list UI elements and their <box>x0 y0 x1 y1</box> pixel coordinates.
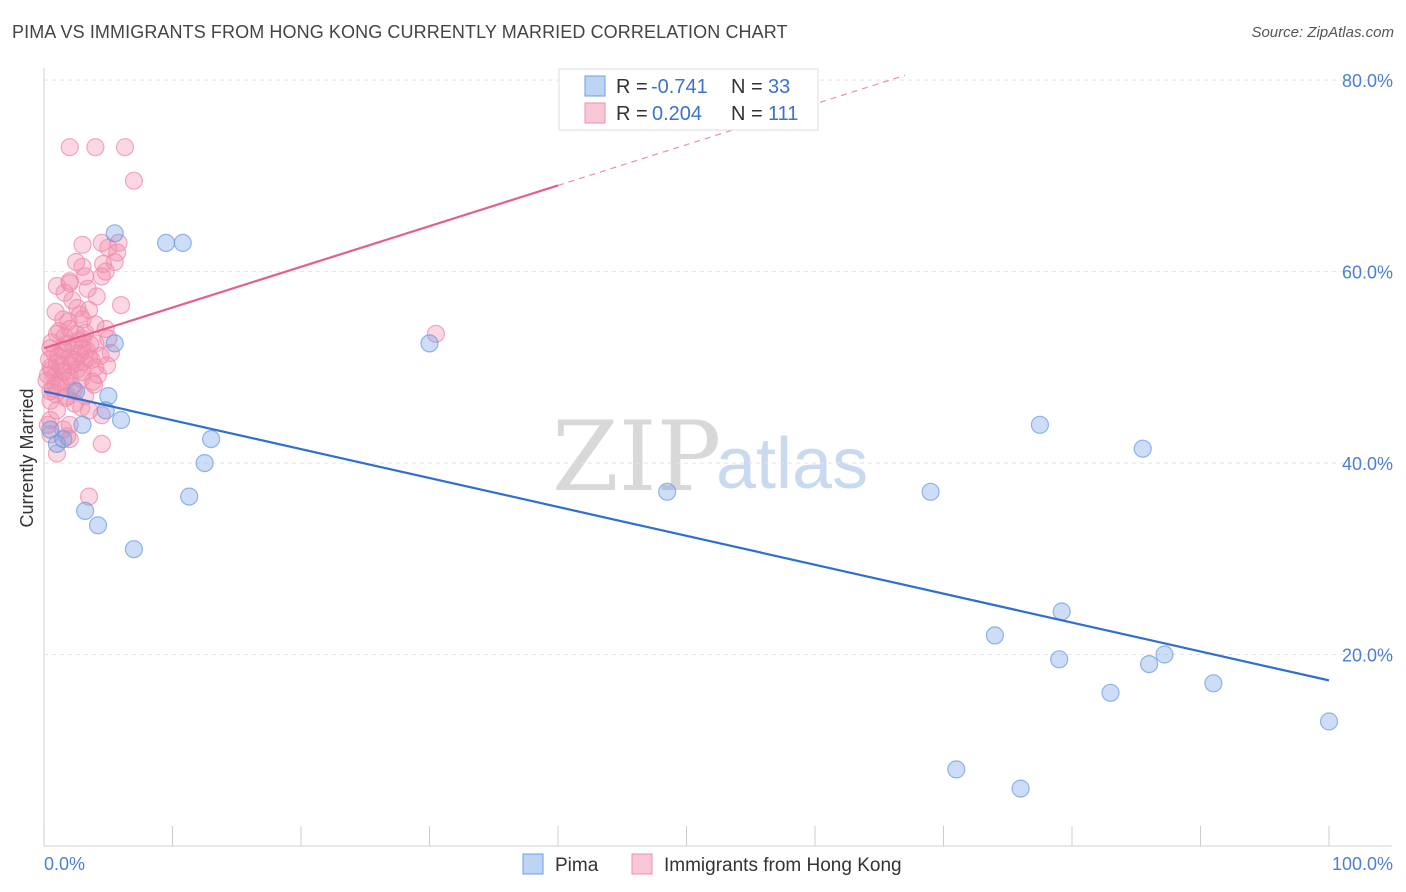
pima-point-4 <box>75 501 95 520</box>
hk-point-62 <box>109 233 128 252</box>
hk-point-95 <box>46 302 65 321</box>
hk-n-value: 111 <box>768 103 798 125</box>
pima-point-21 <box>985 626 1005 645</box>
stats-legend: R = -0.741 N = 33 R = 0.204 N = 111 <box>558 68 819 131</box>
x-tick-label-max: 100.0% <box>1332 854 1393 874</box>
pima-point-15 <box>195 454 214 473</box>
hk-r-value: 0.204 <box>652 103 702 125</box>
hk-point-78 <box>84 375 104 394</box>
pima-point-7 <box>99 387 118 406</box>
hk-point-104 <box>42 360 61 379</box>
hk-trend-line <box>43 184 559 350</box>
hk-point-98 <box>38 415 58 434</box>
pima-point-13 <box>173 233 192 252</box>
pima-point-18 <box>658 482 677 501</box>
source-credit: Source: ZipAtlas.com <box>1251 24 1394 41</box>
pima-r-value: -0.741 <box>651 76 708 98</box>
pima-point-10 <box>111 410 131 430</box>
hk-point-1 <box>86 138 105 157</box>
pima-point-29 <box>1155 645 1174 664</box>
hk-point-84 <box>74 352 93 371</box>
hk-point-94 <box>60 274 79 293</box>
hk-point-60 <box>79 487 99 506</box>
pima-point-26 <box>1101 683 1120 702</box>
hk-point-3 <box>124 171 143 190</box>
pima-r-label: R = <box>616 76 648 98</box>
pima-n-value: 33 <box>768 76 790 98</box>
chart-title: PIMA VS IMMIGRANTS FROM HONG KONG CURREN… <box>12 22 788 42</box>
hk-series-label: Immigrants from Hong Kong <box>664 855 902 876</box>
hk-point-102 <box>108 243 127 262</box>
pima-point-32 <box>47 434 67 453</box>
pima-point-17 <box>420 334 439 353</box>
watermark-atlas: atlas <box>716 424 868 504</box>
hk-point-107 <box>65 350 84 369</box>
pima-trend-line <box>43 390 1330 682</box>
hk-r-label: R = <box>616 103 648 125</box>
x-tick-label-min: 0.0% <box>44 854 85 874</box>
y-tick-label-20: 20.0% <box>1342 646 1393 666</box>
hk-point-88 <box>37 371 56 390</box>
pima-point-25 <box>1052 602 1071 621</box>
y-axis-tick-labels: 20.0% 40.0% 60.0% 80.0% <box>1342 71 1393 665</box>
pima-point-31 <box>1319 712 1339 731</box>
x-axis-ticks <box>43 826 1330 846</box>
y-axis-label: Currently Married <box>17 388 37 527</box>
hk-point-93 <box>78 279 97 298</box>
pima-point-28 <box>1139 654 1159 674</box>
hk-point-50 <box>47 401 67 420</box>
pima-point-5 <box>88 516 108 535</box>
hk-point-90 <box>50 321 69 341</box>
pima-point-2 <box>66 382 86 401</box>
pima-point-22 <box>1011 779 1030 798</box>
pima-point-11 <box>124 540 143 559</box>
pima-n-label: N = <box>731 76 763 98</box>
hk-point-0 <box>60 138 79 157</box>
y-tick-label-60: 60.0% <box>1342 263 1393 283</box>
pima-legend-swatch <box>584 75 606 97</box>
hk-point-15 <box>111 296 131 315</box>
y-tick-label-80: 80.0% <box>1342 71 1393 91</box>
hk-point-109 <box>97 356 117 375</box>
pima-point-30 <box>1204 674 1223 693</box>
hk-points <box>37 138 445 506</box>
series-legend: Pima Immigrants from Hong Kong <box>522 853 902 876</box>
pima-point-24 <box>1050 650 1069 669</box>
pima-point-8 <box>105 334 124 353</box>
hk-point-53 <box>41 410 60 430</box>
hk-point-91 <box>68 298 87 318</box>
pima-series-label: Pima <box>555 855 599 876</box>
trend-lines <box>43 74 1330 682</box>
hk-point-100 <box>93 254 113 274</box>
hk-point-96 <box>55 283 74 302</box>
hk-point-58 <box>92 434 111 453</box>
y-tick-label-40: 40.0% <box>1342 454 1393 474</box>
watermark-zip: ZIP <box>552 401 721 513</box>
hk-point-2 <box>115 138 135 157</box>
hk-point-85 <box>91 346 110 365</box>
pima-point-27 <box>1133 439 1152 458</box>
pima-point-14 <box>180 487 199 506</box>
hk-n-label: N = <box>731 103 763 125</box>
pima-series-swatch <box>522 853 544 875</box>
pima-point-19 <box>921 482 940 501</box>
gridlines <box>44 79 1392 656</box>
hk-series-swatch <box>631 853 653 875</box>
hk-point-101 <box>73 235 92 254</box>
pima-point-3 <box>73 415 92 434</box>
hk-legend-swatch <box>584 102 606 124</box>
hk-point-61 <box>426 324 445 343</box>
pima-point-9 <box>105 224 124 243</box>
pima-point-23 <box>1030 415 1050 434</box>
pima-point-12 <box>157 233 176 252</box>
pima-point-16 <box>202 430 221 449</box>
pima-point-20 <box>947 760 966 779</box>
